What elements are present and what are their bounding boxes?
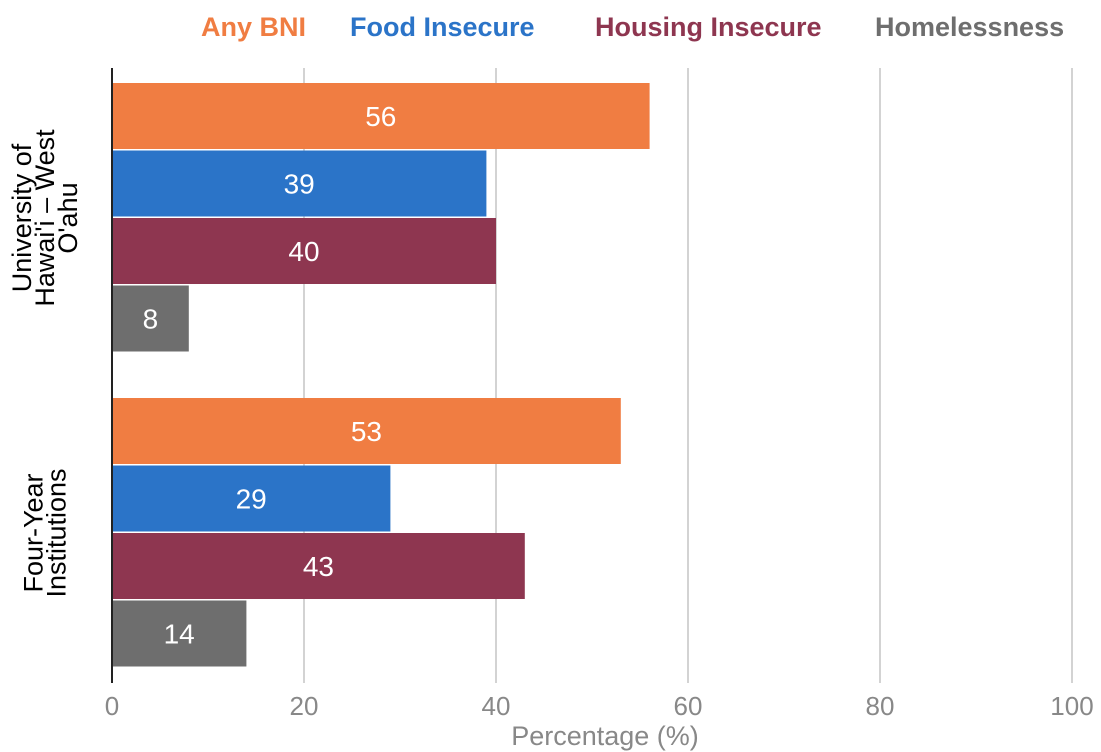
x-axis-title: Percentage (%) [511, 721, 699, 751]
bar-value-label: 14 [164, 619, 195, 650]
legend: Any BNI Food Insecure Housing Insecure Home… [201, 12, 1064, 42]
x-tick-label: 0 [105, 691, 119, 721]
category-label: Four-Year [19, 473, 49, 592]
legend-item: Food Insecure [350, 12, 535, 42]
bar [112, 600, 247, 667]
legend-item: Homelessness [875, 12, 1064, 42]
bar [112, 83, 650, 149]
bar [112, 465, 391, 532]
legend-item: Any BNI [201, 12, 306, 42]
bar-value-label: 29 [236, 484, 267, 515]
bar-value-label: 43 [303, 551, 334, 582]
bar [112, 533, 525, 599]
bar-value-label: 40 [288, 236, 319, 267]
bar-value-label: 39 [284, 169, 315, 200]
category-label: Institutions [42, 468, 72, 597]
bar-value-label: 53 [351, 416, 382, 447]
category-label: O'ahu [53, 182, 83, 253]
x-tick-labels: 0 20 40 60 80 100 [105, 691, 1094, 721]
bar-value-label: 56 [365, 101, 396, 132]
bar [112, 398, 621, 464]
bar [112, 150, 487, 217]
bars: 56 39 40 8 53 29 43 14 [112, 83, 650, 667]
x-tick-label: 40 [482, 691, 511, 721]
x-tick-label: 60 [674, 691, 703, 721]
bar-value-label: 8 [143, 304, 159, 335]
bar [112, 218, 496, 284]
legend-item: Housing Insecure [595, 12, 822, 42]
bar [112, 285, 189, 352]
category-label: Hawai'i – West [30, 129, 60, 307]
x-tick-label: 80 [866, 691, 895, 721]
x-tick-label: 100 [1050, 691, 1093, 721]
category-label: University of [7, 143, 37, 292]
x-tick-label: 20 [290, 691, 319, 721]
